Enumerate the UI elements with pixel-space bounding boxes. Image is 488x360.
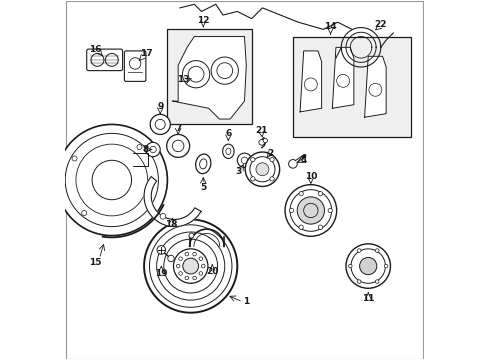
Circle shape <box>368 84 381 96</box>
Text: 7: 7 <box>175 123 181 132</box>
Circle shape <box>285 185 336 236</box>
FancyBboxPatch shape <box>86 49 122 71</box>
Text: 21: 21 <box>255 126 267 135</box>
Text: 2: 2 <box>267 149 273 158</box>
Circle shape <box>183 258 198 274</box>
Circle shape <box>244 152 279 186</box>
Circle shape <box>250 177 254 181</box>
Circle shape <box>258 139 264 145</box>
Circle shape <box>269 177 274 181</box>
Text: 8: 8 <box>142 145 149 154</box>
Circle shape <box>172 140 183 152</box>
Text: 9: 9 <box>157 102 163 111</box>
Text: 11: 11 <box>361 294 374 303</box>
Circle shape <box>211 57 238 84</box>
Circle shape <box>359 257 376 275</box>
Circle shape <box>304 78 317 91</box>
Circle shape <box>298 225 303 229</box>
Circle shape <box>199 272 202 275</box>
Text: 20: 20 <box>205 267 218 276</box>
Circle shape <box>289 208 293 213</box>
Text: 16: 16 <box>89 45 102 54</box>
Text: 14: 14 <box>324 22 336 31</box>
Circle shape <box>269 157 274 162</box>
Polygon shape <box>300 51 321 112</box>
Circle shape <box>375 280 378 283</box>
Ellipse shape <box>222 144 234 158</box>
Ellipse shape <box>199 159 206 169</box>
Circle shape <box>160 213 165 219</box>
Polygon shape <box>364 56 386 117</box>
Circle shape <box>192 276 196 280</box>
Circle shape <box>129 58 141 69</box>
Circle shape <box>201 264 204 268</box>
Bar <box>167 30 251 125</box>
Circle shape <box>145 142 160 157</box>
Circle shape <box>81 211 86 216</box>
Circle shape <box>184 252 188 256</box>
Text: 6: 6 <box>225 129 231 138</box>
Circle shape <box>146 199 151 204</box>
Text: 10: 10 <box>304 172 316 181</box>
Polygon shape <box>172 37 246 119</box>
Circle shape <box>298 192 303 196</box>
Circle shape <box>327 208 332 213</box>
Text: 1: 1 <box>243 297 249 306</box>
Polygon shape <box>144 176 201 226</box>
Circle shape <box>182 60 209 88</box>
Circle shape <box>72 156 77 161</box>
Circle shape <box>149 146 156 153</box>
Text: 3: 3 <box>235 167 241 176</box>
Circle shape <box>348 264 351 268</box>
Text: 22: 22 <box>374 19 386 28</box>
Circle shape <box>155 120 165 130</box>
Text: 19: 19 <box>155 269 167 278</box>
Circle shape <box>336 75 349 87</box>
Circle shape <box>297 197 324 224</box>
Circle shape <box>167 255 174 262</box>
Text: 17: 17 <box>139 49 152 58</box>
Circle shape <box>137 144 142 149</box>
Circle shape <box>318 192 322 196</box>
Circle shape <box>357 280 360 283</box>
Circle shape <box>157 246 165 254</box>
Circle shape <box>250 157 254 162</box>
Text: 4: 4 <box>300 156 306 165</box>
Circle shape <box>357 249 360 252</box>
Ellipse shape <box>225 148 230 154</box>
Text: 5: 5 <box>200 183 206 192</box>
Circle shape <box>263 138 267 143</box>
Text: 12: 12 <box>197 16 209 25</box>
Circle shape <box>255 163 268 176</box>
Circle shape <box>288 159 297 168</box>
Circle shape <box>318 225 322 229</box>
Circle shape <box>179 272 182 275</box>
Text: 13: 13 <box>177 75 189 84</box>
Circle shape <box>188 233 194 238</box>
Circle shape <box>384 264 387 268</box>
Circle shape <box>105 53 118 66</box>
Circle shape <box>375 249 378 252</box>
Circle shape <box>166 134 189 157</box>
Circle shape <box>91 53 104 66</box>
Circle shape <box>176 264 180 268</box>
Circle shape <box>192 252 196 256</box>
Polygon shape <box>332 47 353 108</box>
Circle shape <box>184 276 188 280</box>
Circle shape <box>199 257 202 261</box>
FancyBboxPatch shape <box>124 51 145 81</box>
Circle shape <box>237 153 251 167</box>
Circle shape <box>150 114 170 134</box>
Text: 15: 15 <box>89 258 102 267</box>
Circle shape <box>179 257 182 261</box>
Bar <box>292 37 410 137</box>
Text: 18: 18 <box>164 220 177 229</box>
Ellipse shape <box>195 154 210 174</box>
Circle shape <box>241 157 247 163</box>
Circle shape <box>346 244 389 288</box>
Circle shape <box>144 220 237 313</box>
Circle shape <box>56 125 167 235</box>
Circle shape <box>173 249 207 283</box>
